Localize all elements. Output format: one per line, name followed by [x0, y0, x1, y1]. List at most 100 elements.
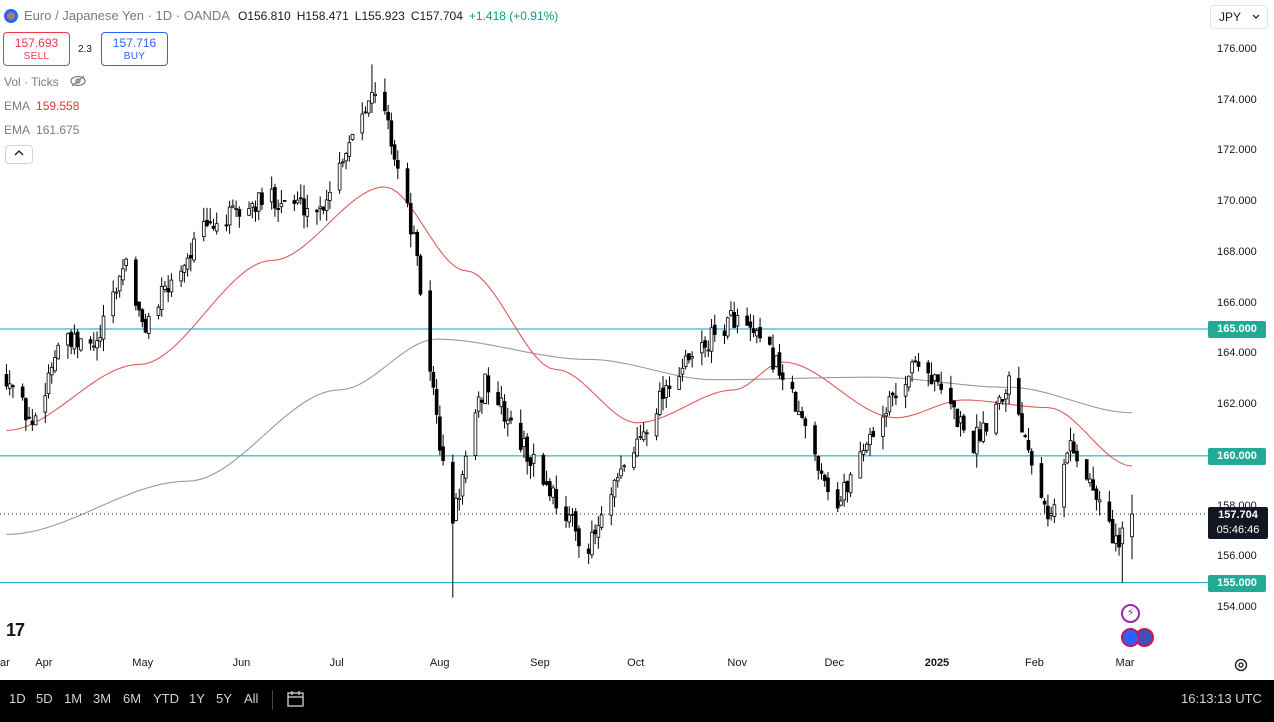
- candle-body: [502, 401, 507, 422]
- candle-body: [344, 153, 348, 162]
- candle-body: [137, 301, 141, 311]
- candle-body: [700, 342, 704, 354]
- price-axis-label: 154.000: [1217, 601, 1257, 613]
- collapse-legend-button[interactable]: [5, 145, 33, 164]
- candle-body: [318, 206, 323, 210]
- candle-body: [224, 224, 229, 227]
- candle-body: [166, 288, 170, 293]
- candle-body: [936, 374, 940, 382]
- lightning-event-icon[interactable]: ⚡: [1121, 604, 1140, 623]
- candle-body: [237, 209, 242, 217]
- ema-long-legend[interactable]: EMA 161.675: [4, 123, 79, 137]
- candle-body: [709, 327, 714, 352]
- candle-body: [79, 338, 83, 351]
- price-axis-label: 170.000: [1217, 195, 1257, 208]
- candle-body: [1107, 501, 1112, 522]
- candle-body: [499, 397, 504, 408]
- candle-body: [292, 200, 297, 204]
- chevron-up-icon: [14, 150, 24, 156]
- candle-body: [134, 259, 138, 306]
- candle-body: [192, 238, 196, 261]
- candle-body: [20, 386, 25, 398]
- candle-body: [1029, 451, 1034, 466]
- candle-body: [4, 374, 9, 387]
- candle-body: [405, 168, 410, 204]
- candle-body: [457, 497, 462, 500]
- candle-body: [328, 191, 332, 201]
- candle-body: [441, 446, 445, 461]
- sell-button[interactable]: 157.693 SELL: [3, 32, 70, 66]
- eye-hidden-icon[interactable]: [70, 75, 86, 90]
- candle-body: [907, 375, 911, 388]
- range-button-5y[interactable]: 5Y: [216, 691, 232, 706]
- open-value: 156.810: [247, 8, 291, 23]
- candle-body: [140, 309, 145, 323]
- close-key: C: [410, 8, 420, 23]
- candle-body: [971, 430, 976, 453]
- candle-body: [124, 258, 128, 266]
- candle-body: [114, 291, 119, 294]
- candle-body: [1007, 375, 1011, 395]
- utc-clock[interactable]: 16:13:13 UTC: [1181, 691, 1262, 706]
- candle-body: [641, 431, 646, 441]
- ema-short-legend[interactable]: EMA 159.558: [4, 99, 79, 113]
- price-chart[interactable]: [0, 0, 1274, 680]
- candle-body: [758, 326, 762, 339]
- range-button-6m[interactable]: 6M: [123, 691, 142, 706]
- sell-label: SELL: [23, 51, 50, 62]
- candle-body: [544, 481, 549, 485]
- candle-body: [884, 412, 889, 417]
- gear-icon[interactable]: [1233, 657, 1249, 678]
- candle-body: [408, 202, 413, 235]
- candle-body: [72, 333, 77, 350]
- range-button-3m[interactable]: 3M: [93, 691, 112, 706]
- candle-body: [1004, 393, 1008, 400]
- ema-short-value: 159.558: [36, 99, 80, 113]
- toolbar-divider: [272, 690, 273, 710]
- candle-body: [415, 231, 420, 256]
- candle-body: [66, 333, 70, 346]
- go-to-date-icon[interactable]: [286, 690, 306, 713]
- range-button-1m[interactable]: 1M: [64, 691, 83, 706]
- candle-body: [664, 385, 669, 399]
- candle-body: [767, 336, 772, 345]
- buy-button[interactable]: 157.716 BUY: [101, 32, 168, 66]
- range-button-all[interactable]: All: [244, 691, 259, 706]
- candle-body: [201, 221, 206, 238]
- candle-body: [819, 470, 824, 474]
- candle-body: [1075, 450, 1079, 462]
- candle-body: [1062, 463, 1066, 508]
- candle-body: [848, 474, 853, 494]
- candle-body: [392, 144, 397, 160]
- candle-body: [793, 391, 798, 412]
- candle-body: [554, 489, 559, 509]
- symbol-legend: Euro / Japanese Yen · 1D · OANDA O 156.8…: [4, 8, 558, 23]
- tradingview-logo[interactable]: 17: [6, 620, 25, 640]
- volume-indicator[interactable]: Vol · Ticks: [4, 75, 86, 90]
- range-button-ytd[interactable]: YTD: [153, 691, 179, 706]
- range-button-1d[interactable]: 1D: [9, 691, 26, 706]
- candle-body: [541, 454, 546, 485]
- currency-selector[interactable]: JPY: [1210, 5, 1268, 29]
- eu-event-flag-icon[interactable]: [1121, 628, 1140, 647]
- candle-body: [780, 372, 785, 380]
- sell-price: 157.693: [14, 36, 59, 50]
- candle-body: [800, 411, 804, 418]
- candle-body: [315, 209, 319, 213]
- range-button-5d[interactable]: 5D: [36, 691, 53, 706]
- candle-body: [632, 452, 636, 468]
- candle-body: [881, 416, 885, 437]
- price-axis-label: 162.000: [1217, 398, 1257, 411]
- candle-body: [75, 331, 80, 348]
- candle-body: [667, 385, 672, 390]
- time-axis-label: Feb: [1024, 657, 1044, 669]
- spread-value: 2.3: [78, 44, 92, 55]
- ema-short-line: [6, 186, 1133, 467]
- candles: [4, 64, 1134, 598]
- candle-body: [567, 514, 572, 523]
- candle-body: [1068, 440, 1073, 452]
- candle-body: [593, 529, 597, 535]
- candle-body: [842, 482, 846, 501]
- range-button-1y[interactable]: 1Y: [189, 691, 205, 706]
- candle-body: [839, 500, 843, 506]
